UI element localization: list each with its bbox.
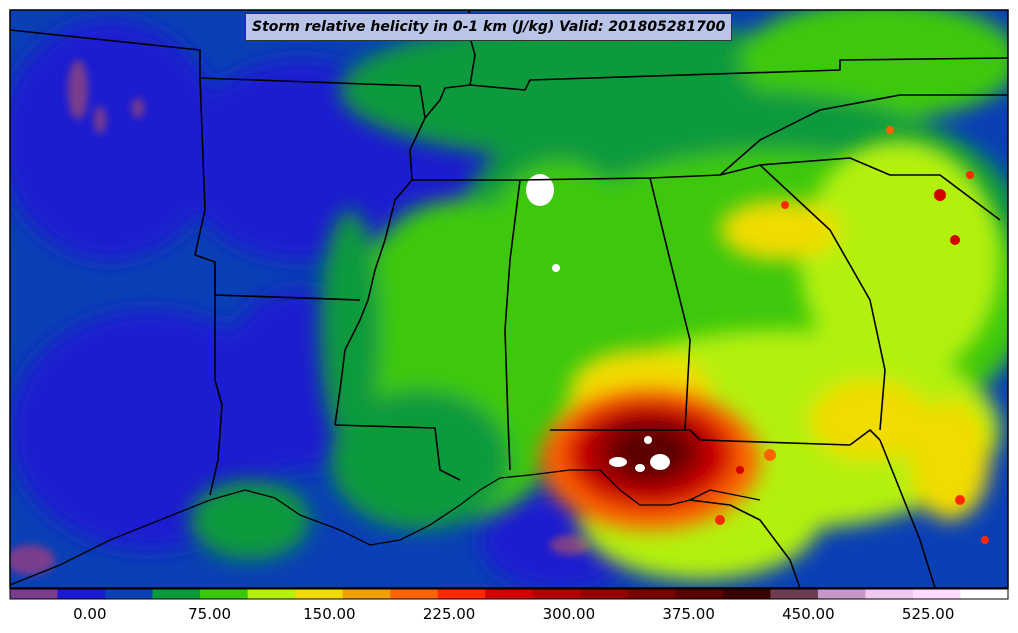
colorbar-swatch [295,589,344,599]
colorbar-tick-label: 225.00 [423,605,476,623]
helicity-field [10,10,1008,588]
coastline [10,469,761,586]
colorbar-swatch [57,589,106,599]
colorbar-swatch [200,589,249,599]
hot-spots [715,126,989,544]
colorbar-tick-label: 375.00 [662,605,715,623]
colorbar-swatch [722,589,771,599]
colorbar-swatch [675,589,724,599]
colorbar-swatch [485,589,534,599]
colorbar-tick-label: 0.00 [73,605,106,623]
colorbar-tick-label: 75.00 [188,605,231,623]
colorbar-swatch [10,589,59,599]
colorbar-swatch [770,589,819,599]
colorbar-swatch [865,589,914,599]
plot-frame [9,9,1009,589]
colorbar-swatch [960,589,1009,599]
colorbar-swatch [817,589,866,599]
colorbar-swatch [912,589,961,599]
colorbar-swatch [247,589,296,599]
state-boundaries [10,10,1008,588]
colorbar-swatch [342,589,391,599]
colorbar-frame [9,588,1009,600]
extreme-values [526,174,670,472]
colorbar-swatch [105,589,154,599]
colorbar-tick-label: 525.00 [902,605,955,623]
colorbar-swatch [532,589,581,599]
colorbar-ticks: 0.00 75.00 150.00 225.00 300.00 375.00 450.00 5… [73,605,954,623]
colorbar-swatch [390,589,439,599]
colorbar-swatch [437,589,486,599]
colorbar-swatch [627,589,676,599]
map-title: Storm relative helicity in 0-1 km (J/kg)… [245,13,733,41]
colorbar-tick-label: 300.00 [543,605,596,623]
colorbar [9,588,1009,600]
colorbar-swatch [152,589,201,599]
colorbar-tick-label: 150.00 [303,605,356,623]
colorbar-tick-label: 450.00 [782,605,835,623]
colorbar-swatch [580,589,629,599]
